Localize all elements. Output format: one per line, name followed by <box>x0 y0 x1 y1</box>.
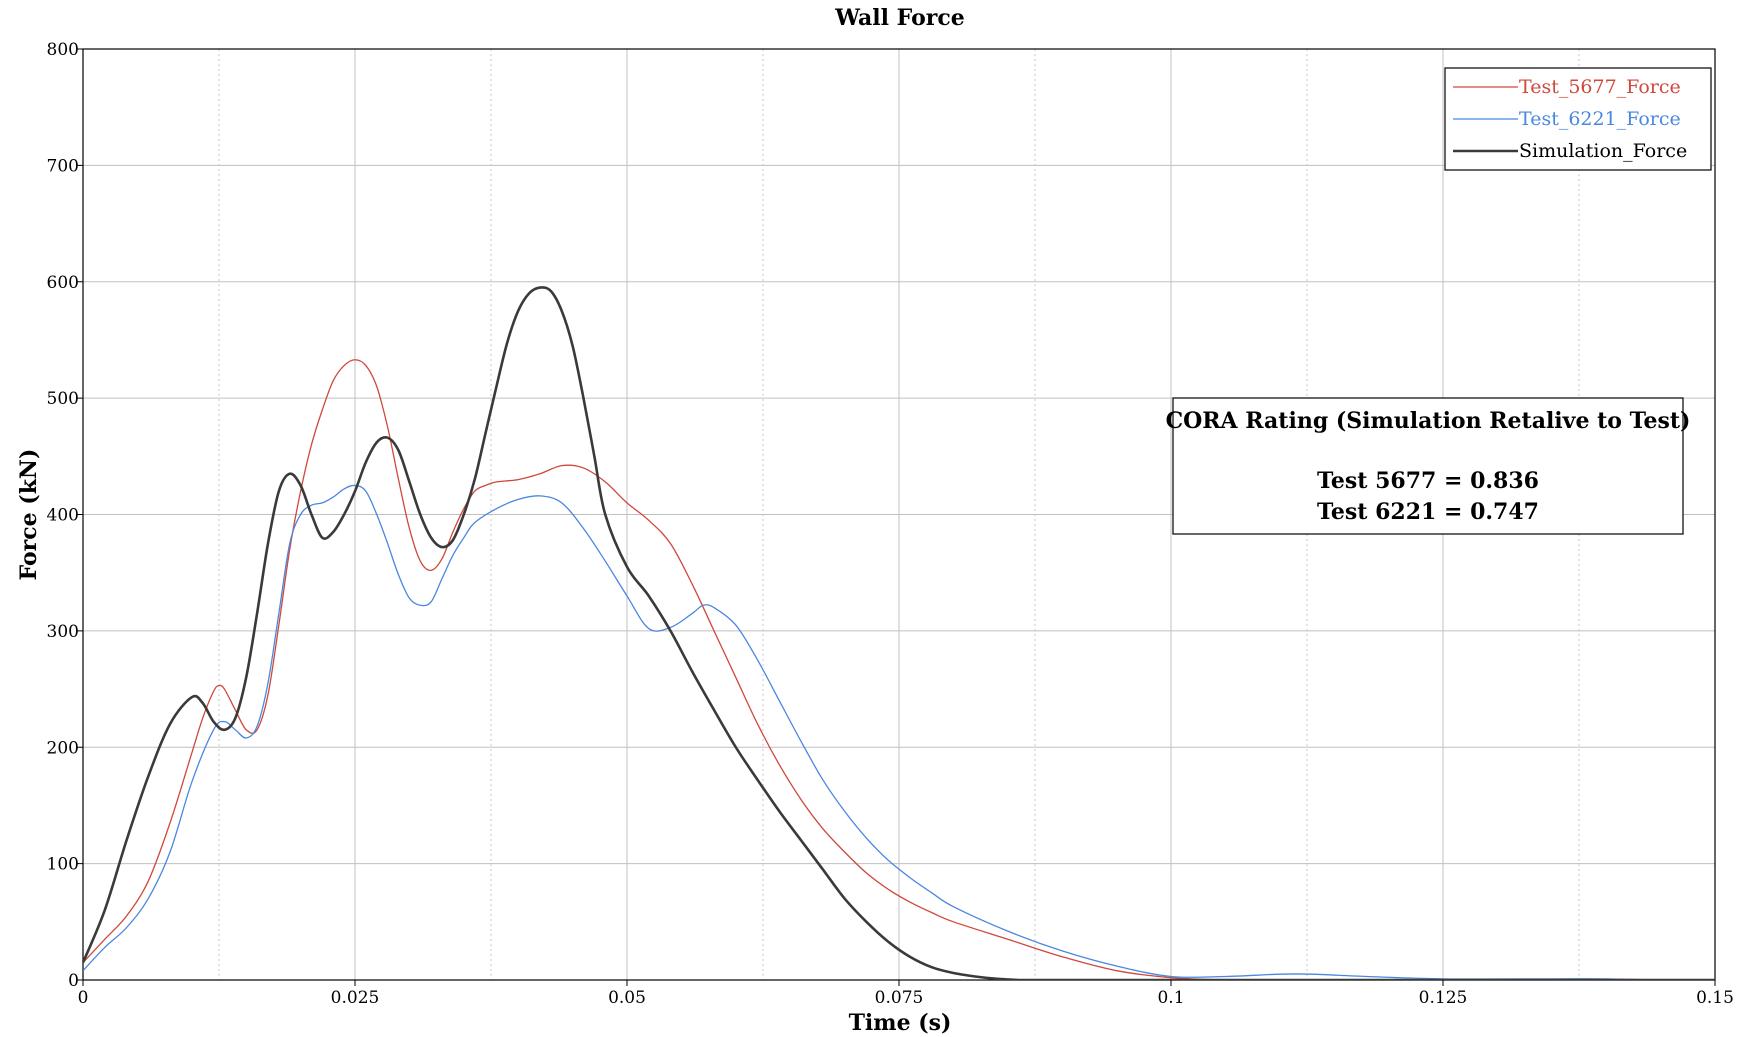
series-line-test-5677-force <box>83 359 1715 980</box>
annotation-line: Test 6221 = 0.747 <box>1317 499 1539 525</box>
x-tick-label: 0.1 <box>1157 988 1184 1008</box>
y-axis-title: Force (kN) <box>16 449 42 581</box>
y-tick-label: 100 <box>47 855 79 875</box>
y-tick-label: 300 <box>47 622 79 642</box>
x-tick-label: 0.075 <box>875 988 924 1008</box>
y-tick-label: 500 <box>47 389 79 409</box>
y-tick-label: 200 <box>47 738 79 758</box>
legend-label: Test_5677_Force <box>1519 76 1681 98</box>
y-tick-label: 800 <box>47 40 79 60</box>
legend-label: Test_6221_Force <box>1519 108 1681 130</box>
y-tick-label: 700 <box>47 156 79 176</box>
annotation-heading: CORA Rating (Simulation Retalive to Test… <box>1166 408 1691 434</box>
x-tick-label: 0.15 <box>1696 988 1734 1008</box>
x-tick-label: 0 <box>78 988 89 1008</box>
x-axis-title: Time (s) <box>849 1010 952 1036</box>
series-line-simulation-force <box>83 286 1715 980</box>
series-line-test-6221-force <box>83 484 1715 980</box>
chart-title: Wall Force <box>834 5 965 31</box>
y-tick-label: 600 <box>47 273 79 293</box>
y-tick-label: 400 <box>47 506 79 526</box>
x-tick-label: 0.05 <box>608 988 646 1008</box>
annotation-box <box>1172 397 1684 535</box>
annotation-line: Test 5677 = 0.836 <box>1317 468 1539 494</box>
x-tick-label: 0.125 <box>1419 988 1468 1008</box>
legend-label: Simulation_Force <box>1519 140 1687 162</box>
y-tick-label: 0 <box>68 971 79 991</box>
x-tick-label: 0.025 <box>331 988 380 1008</box>
